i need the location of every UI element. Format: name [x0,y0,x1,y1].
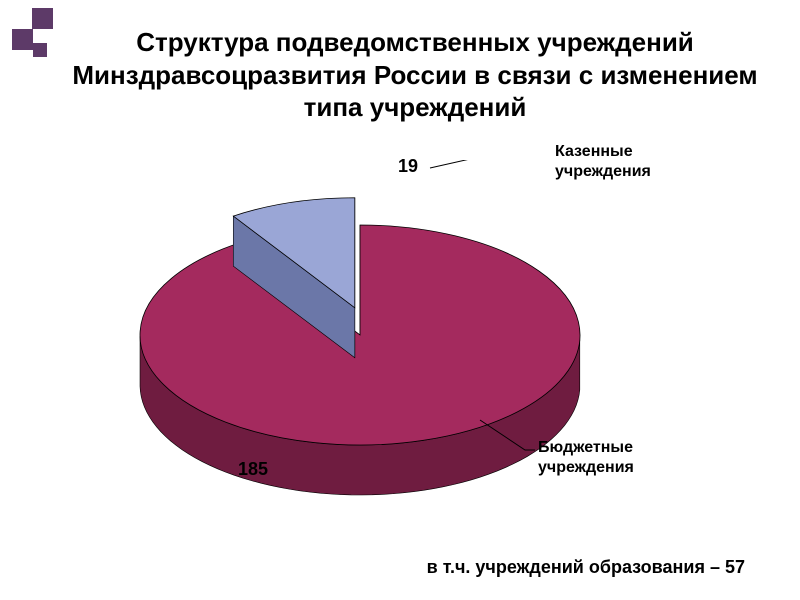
decor-square-icon [12,29,33,50]
pie-chart [100,160,700,540]
slice-label-big: Бюджетные учреждения [538,438,698,478]
decor-square-icon [33,43,47,57]
pie-chart-svg [100,160,700,540]
slice-value-big: 185 [238,458,268,481]
slide: Структура подведомственных учреждений Ми… [0,0,800,600]
slice-label-small: Казенные учреждения [555,142,705,182]
footnote: в т.ч. учреждений образования – 57 [427,557,745,578]
decor-square-icon [32,8,53,29]
page-title: Структура подведомственных учреждений Ми… [60,26,770,124]
slice-value-small: 19 [398,155,418,178]
